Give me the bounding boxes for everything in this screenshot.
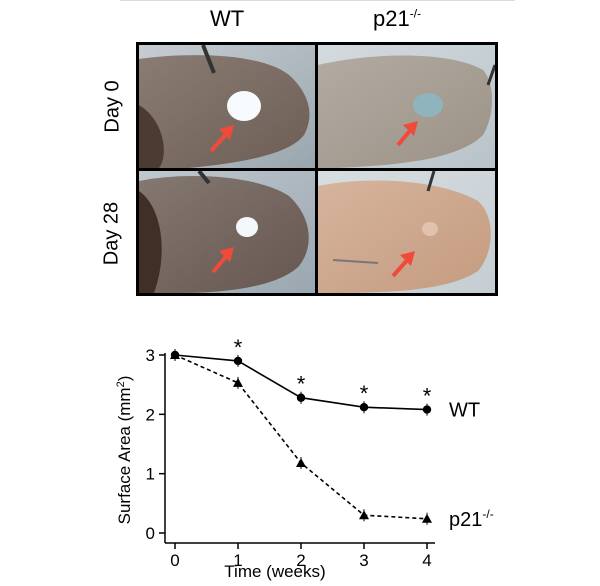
data-point-wt <box>359 403 369 412</box>
photo-p21-day0 <box>318 45 495 168</box>
data-point-wt <box>233 356 243 366</box>
x-tick-label: 0 <box>170 551 179 570</box>
row-label-day-0: Day 0 <box>101 80 124 133</box>
x-tick-label: 3 <box>359 551 368 570</box>
data-point-wt <box>422 405 432 414</box>
significance-star: * <box>234 335 243 360</box>
chart-axes: 0 1 2 3 0 1 2 3 4 <box>146 346 435 570</box>
legend-label-1: p21-/- <box>449 507 494 531</box>
significance-star: * <box>360 381 369 406</box>
y-tick-label: 2 <box>146 405 155 424</box>
column-label-wt: WT <box>210 6 245 31</box>
x-tick-label: 2 <box>296 551 305 570</box>
data-point-p21 <box>170 350 180 359</box>
y-tick-label: 0 <box>146 524 155 543</box>
photo-p21-day28 <box>318 171 495 293</box>
photo-wt-day0 <box>139 45 315 168</box>
surface-area-chart: 0 1 2 3 0 1 2 3 4 Surface Area (mm2) Time (weeks… <box>115 335 494 581</box>
photo-wt-day28 <box>139 171 315 293</box>
data-point-wt <box>296 393 306 402</box>
row-label-day-28: Day 28 <box>100 201 123 266</box>
significance-star: * <box>297 372 306 397</box>
x-tick-label: 4 <box>422 551 431 570</box>
data-point-p21 <box>422 513 432 523</box>
x-axis-label: Time (weeks) <box>224 562 325 581</box>
x-tick-label: 1 <box>233 551 242 570</box>
data-point-p21 <box>233 377 243 387</box>
y-tick-label: 3 <box>146 346 155 365</box>
legend-label-0: WT <box>449 400 480 422</box>
y-axis-label: Surface Area (mm2) <box>115 376 134 525</box>
significance-star: * <box>423 384 432 409</box>
y-tick-label: 1 <box>146 465 155 484</box>
data-point-p21 <box>296 457 306 467</box>
top-divider <box>120 0 515 1</box>
column-label-p21: p21-/- <box>373 6 422 31</box>
photo-grid <box>136 42 498 296</box>
data-point-p21 <box>359 510 369 520</box>
plot-area: WT p21-/- * * * * <box>170 335 494 531</box>
